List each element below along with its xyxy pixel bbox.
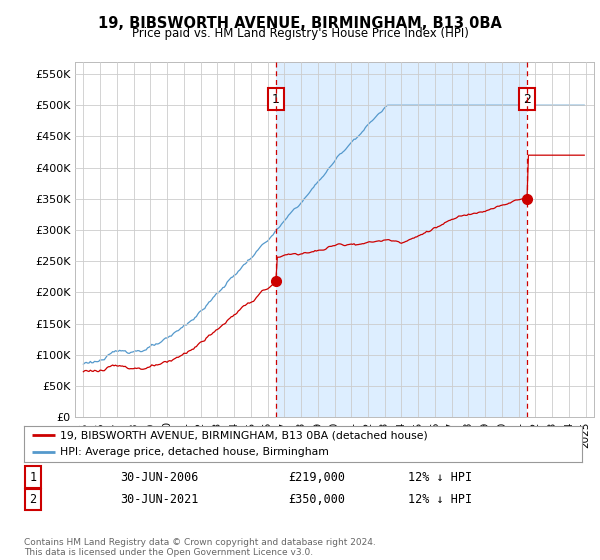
Text: £219,000: £219,000 [288, 470, 345, 484]
Text: £350,000: £350,000 [288, 493, 345, 506]
Text: 30-JUN-2021: 30-JUN-2021 [120, 493, 199, 506]
Text: 1: 1 [272, 92, 280, 105]
Text: 2: 2 [523, 92, 531, 105]
Bar [276, 62, 527, 417]
Text: 19, BIBSWORTH AVENUE, BIRMINGHAM, B13 0BA: 19, BIBSWORTH AVENUE, BIRMINGHAM, B13 0B… [98, 16, 502, 31]
Text: 12% ↓ HPI: 12% ↓ HPI [408, 470, 472, 484]
Text: HPI: Average price, detached house, Birmingham: HPI: Average price, detached house, Birm… [60, 447, 329, 457]
Text: Price paid vs. HM Land Registry's House Price Index (HPI): Price paid vs. HM Land Registry's House … [131, 27, 469, 40]
Text: 2: 2 [29, 493, 37, 506]
Text: 1: 1 [29, 470, 37, 484]
Text: 12% ↓ HPI: 12% ↓ HPI [408, 493, 472, 506]
Text: 19, BIBSWORTH AVENUE, BIRMINGHAM, B13 0BA (detached house): 19, BIBSWORTH AVENUE, BIRMINGHAM, B13 0B… [60, 431, 428, 440]
Text: Contains HM Land Registry data © Crown copyright and database right 2024.
This d: Contains HM Land Registry data © Crown c… [24, 538, 376, 557]
Text: 30-JUN-2006: 30-JUN-2006 [120, 470, 199, 484]
